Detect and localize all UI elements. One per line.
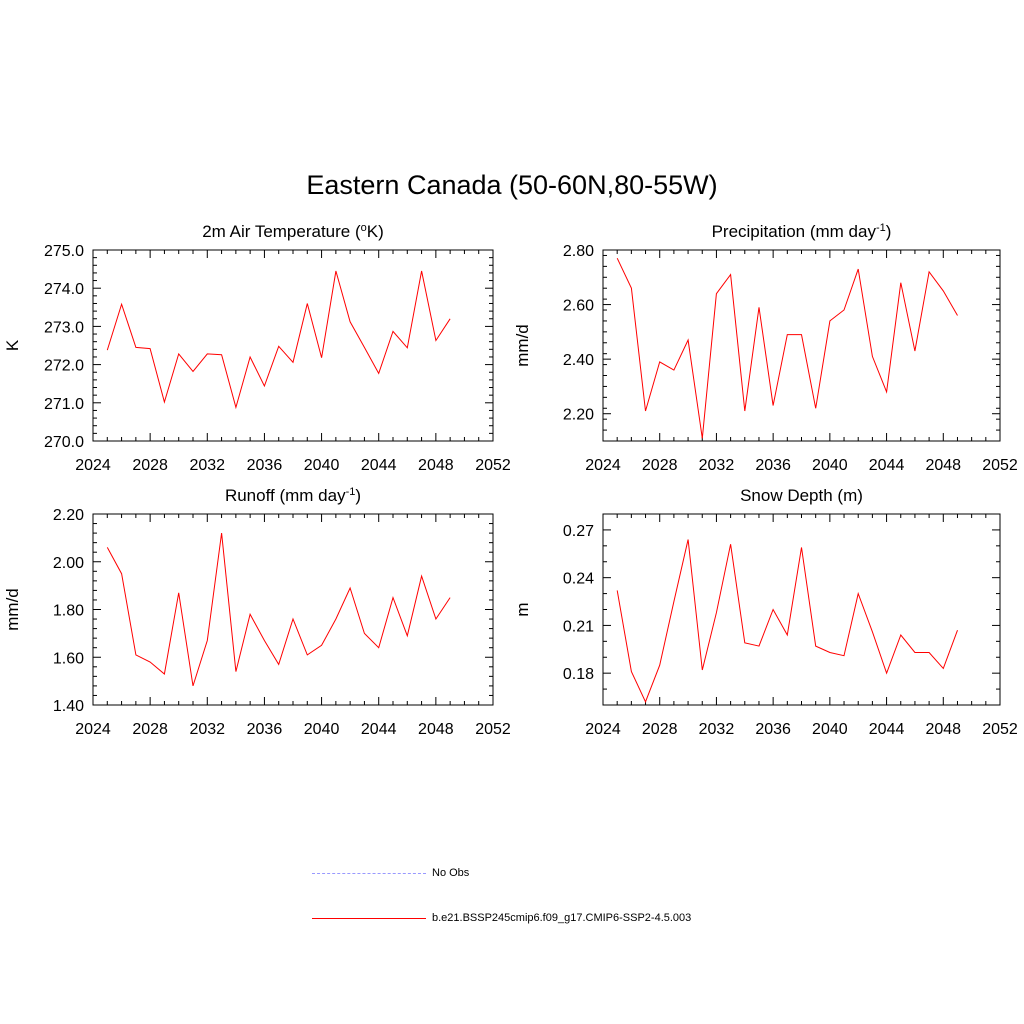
panel-title: Runoff (mm day-1) <box>225 486 361 505</box>
x-tick-label: 2036 <box>247 457 283 474</box>
x-tick-label: 2028 <box>132 721 168 738</box>
y-tick-label: 275.0 <box>44 243 84 260</box>
x-tick-label: 2044 <box>361 721 397 738</box>
x-tick-label: 2048 <box>418 721 454 738</box>
panel-title: 2m Air Temperature (oK) <box>202 222 384 241</box>
y-tick-label: 0.21 <box>563 618 594 635</box>
y-tick-label: 274.0 <box>44 281 84 298</box>
y-tick-label: 1.60 <box>53 650 84 667</box>
y-tick-label: 0.18 <box>563 666 594 683</box>
y-axis-label: K <box>3 339 22 351</box>
y-tick-label: 1.40 <box>53 698 84 715</box>
x-tick-label: 2052 <box>475 457 511 474</box>
x-tick-label: 2028 <box>132 457 168 474</box>
x-tick-label: 2024 <box>75 721 111 738</box>
y-tick-label: 2.00 <box>53 555 84 572</box>
plot-frame <box>92 249 494 442</box>
x-tick-label: 2044 <box>361 457 397 474</box>
panel-air-temperature: 2024 2028 2032 2036 2040 2044 2048 2052 270.0 271… <box>3 222 511 474</box>
y-tick-label: 2.60 <box>563 298 594 315</box>
y-tick-label: 272.0 <box>44 358 84 375</box>
y-tick-label: 0.27 <box>563 523 594 540</box>
x-tick-label: 2028 <box>642 721 678 738</box>
series-line <box>616 257 958 439</box>
x-tick-label: 2040 <box>812 457 848 474</box>
plot-frame <box>602 513 1001 706</box>
legend-model-label: b.e21.BSSP245cmip6.f09_g17.CMIP6-SSP2-4.… <box>432 912 692 924</box>
y-tick-label: 2.80 <box>563 243 594 260</box>
x-tick-label: 2024 <box>585 457 621 474</box>
y-tick-label: 273.0 <box>44 319 84 336</box>
x-tick-label: 2052 <box>982 721 1018 738</box>
x-tick-label: 2048 <box>925 457 961 474</box>
panel-precipitation: 2024 2028 2032 2036 2040 2044 2048 2052 2.20 2.40… <box>513 222 1018 474</box>
y-tick-label: 270.0 <box>44 434 84 451</box>
y-axis-label: m <box>513 602 532 616</box>
x-tick-label: 2052 <box>982 457 1018 474</box>
x-tick-label: 2032 <box>189 721 225 738</box>
y-axis-label: mm/d <box>513 324 532 367</box>
panel-title: Snow Depth (m) <box>740 486 863 505</box>
x-tick-label: 2036 <box>755 721 791 738</box>
x-tick-label: 2044 <box>869 457 905 474</box>
legend-item-model: b.e21.BSSP245cmip6.f09_g17.CMIP6-SSP2-4.… <box>312 911 691 925</box>
x-tick-label: 2036 <box>755 457 791 474</box>
figure-title: Eastern Canada (50-60N,80-55W) <box>306 170 718 200</box>
y-tick-label: 2.20 <box>563 407 594 424</box>
x-tick-label: 2040 <box>304 721 340 738</box>
x-tick-label: 2036 <box>247 721 283 738</box>
series-line <box>106 533 451 687</box>
x-tick-label: 2032 <box>189 457 225 474</box>
legend-obs-dashed-line <box>312 872 426 874</box>
panel-runoff: 2024 2028 2032 2036 2040 2044 2048 2052 1.40 1.60… <box>3 486 511 738</box>
series-line <box>106 270 451 410</box>
y-tick-label: 2.40 <box>563 352 594 369</box>
legend-obs-label: No Obs <box>432 867 470 879</box>
y-axis-label: mm/d <box>3 588 22 631</box>
y-tick-label: 2.20 <box>53 507 84 524</box>
y-tick-label: 1.80 <box>53 603 84 620</box>
x-tick-label: 2040 <box>304 457 340 474</box>
legend-model-solid-line <box>312 917 426 919</box>
x-tick-label: 2024 <box>585 721 621 738</box>
x-tick-label: 2052 <box>475 721 511 738</box>
x-tick-label: 2048 <box>925 721 961 738</box>
legend-item-obs: No Obs <box>312 866 469 880</box>
x-tick-label: 2024 <box>75 457 111 474</box>
panel-title: Precipitation (mm day-1) <box>712 222 892 241</box>
y-tick-label: 0.24 <box>563 571 594 588</box>
x-tick-label: 2032 <box>699 457 735 474</box>
y-tick-label: 271.0 <box>44 396 84 413</box>
x-tick-label: 2040 <box>812 721 848 738</box>
x-tick-label: 2048 <box>418 457 454 474</box>
series-line <box>616 539 958 704</box>
plot-frame <box>602 249 1001 442</box>
x-tick-label: 2028 <box>642 457 678 474</box>
panel-snow-depth: 2024 2028 2032 2036 2040 2044 2048 2052 0.18 0.21… <box>513 486 1018 738</box>
x-tick-label: 2032 <box>699 721 735 738</box>
x-tick-label: 2044 <box>869 721 905 738</box>
